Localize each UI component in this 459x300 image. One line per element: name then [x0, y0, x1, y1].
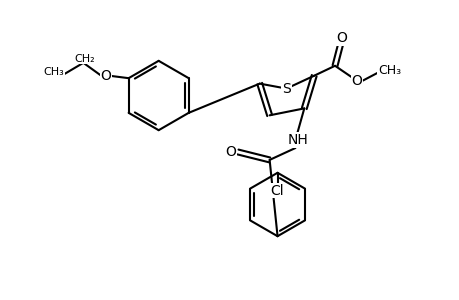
Text: CH₃: CH₃ [43, 67, 64, 77]
Text: NH: NH [287, 133, 308, 147]
Text: O: O [336, 31, 347, 45]
Text: CH₃: CH₃ [377, 64, 400, 77]
Text: S: S [281, 82, 290, 96]
Text: O: O [101, 69, 112, 83]
Text: Cl: Cl [270, 184, 284, 198]
Text: CH₂: CH₂ [74, 54, 95, 64]
Text: O: O [351, 74, 362, 88]
Text: O: O [225, 145, 236, 159]
